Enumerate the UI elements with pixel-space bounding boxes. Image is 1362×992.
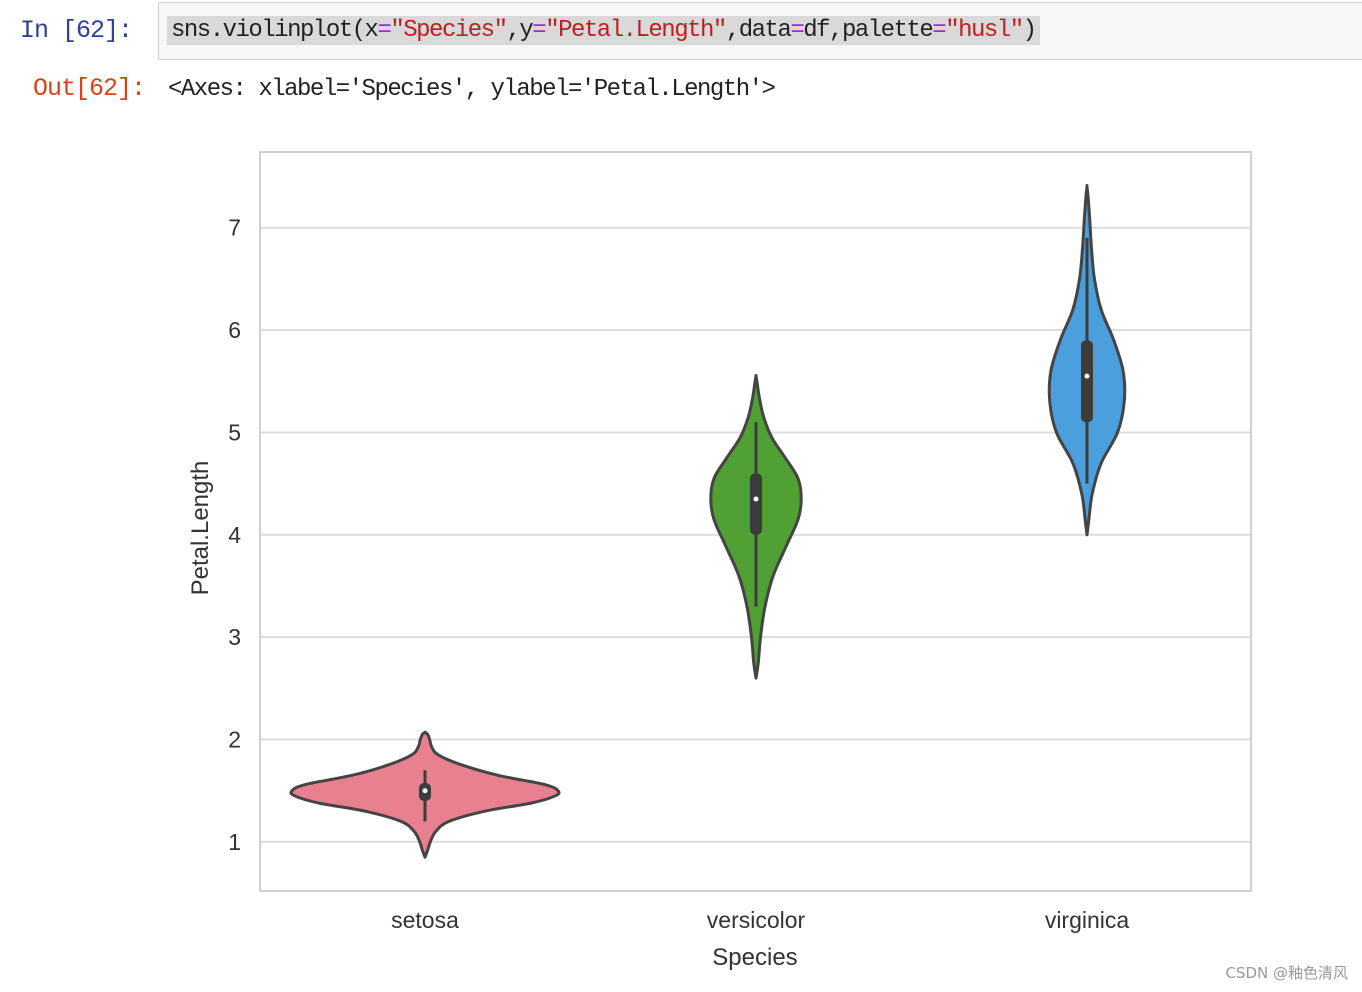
code-line[interactable]: sns.violinplot(x="Species",y="Petal.Leng… [167,16,1040,45]
code-operator: = [790,17,804,44]
input-prompt: In [62]: [20,16,133,45]
violin-setosa [289,730,561,859]
violin-virginica [1047,184,1127,537]
output-prompt: Out[62]: [33,74,146,103]
code-cell[interactable]: sns.violinplot(x="Species",y="Petal.Leng… [158,2,1362,60]
iqr-box [1081,340,1093,423]
code-token: ) [1022,17,1037,44]
code-operator: = [377,17,391,44]
y-tick-label: 4 [228,522,241,548]
violin-versicolor [709,374,803,680]
violins [289,184,1127,859]
y-axis-label: Petal.Length [187,461,214,596]
x-tick-label: versicolor [707,907,806,933]
y-tick-label: 1 [228,829,241,855]
y-tick-label: 3 [228,624,241,650]
median-point [753,496,759,502]
code-token: sns.violinplot(x [171,17,379,44]
x-axis-label: Species [712,944,797,971]
code-string: "Species" [390,17,508,44]
code-operator: = [932,17,946,44]
code-string: "Petal.Length" [545,17,727,44]
code-token: df,palette [803,17,934,44]
iqr-box [750,473,762,535]
code-token: ,y [506,17,533,44]
x-tick-label: setosa [391,907,459,933]
code-token: ,data [725,17,792,44]
median-point [422,788,428,794]
y-tick-label: 6 [228,317,241,343]
ticks: 1 2 3 4 5 6 7 setosa versicolor virginica [228,215,1129,933]
code-operator: = [532,17,546,44]
y-tick-label: 5 [228,419,241,445]
plot-frame [259,151,1252,892]
y-tick-label: 2 [228,727,241,753]
watermark: CSDN @釉色清风 [1225,964,1348,982]
output-text: <Axes: xlabel='Species', ylabel='Petal.L… [168,76,776,103]
median-point [1084,373,1090,379]
x-tick-label: virginica [1045,907,1130,933]
y-tick-label: 7 [228,215,241,241]
code-string: "husl" [945,17,1024,44]
